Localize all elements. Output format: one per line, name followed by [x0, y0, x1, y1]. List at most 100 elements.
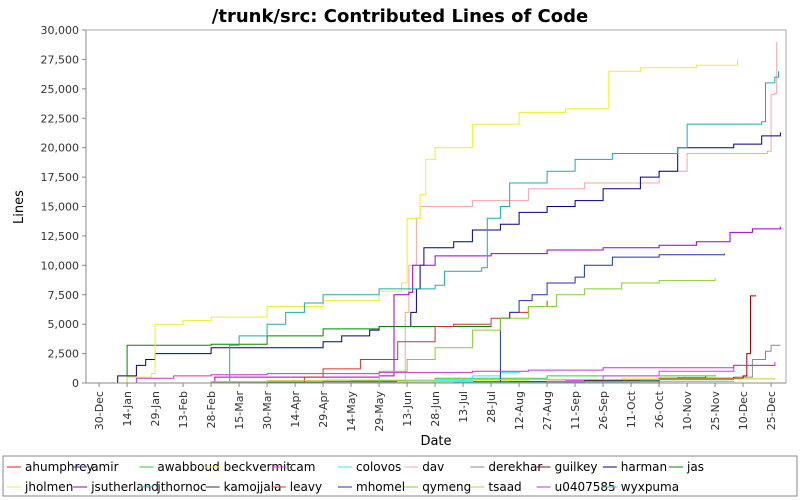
x-tick-label: 25-Nov	[709, 391, 722, 431]
legend-item-leavy: leavy	[271, 480, 322, 494]
x-tick-label: 11-Oct	[625, 390, 638, 428]
x-axis-title: Date	[420, 434, 451, 449]
legend-item-harman: harman	[602, 460, 667, 474]
y-tick-label: 17,500	[41, 171, 80, 184]
series-line-harman	[99, 132, 781, 384]
legend-item-ahumphrey: ahumphrey	[7, 460, 94, 474]
x-tick-label: 29-May	[373, 391, 386, 432]
y-axis: 0 2,500 5,000 7,500 10,000 12,500 15,000 17,500…	[41, 24, 87, 390]
x-tick-label: 14-Apr	[289, 391, 302, 428]
legend-item-cam: cam	[271, 460, 316, 474]
legend-label: jas	[686, 460, 704, 474]
legend-item-beckvermit: beckvermit	[205, 460, 292, 474]
legend-label: guilkey	[555, 460, 598, 474]
legend-label: leavy	[290, 480, 322, 494]
legend-label: ahumphrey	[25, 460, 94, 474]
legend-item-awabboud: awabboud	[139, 460, 220, 474]
legend-label: dav	[422, 460, 444, 474]
x-tick-label: 12-Aug	[513, 391, 526, 430]
legend-label: beckvermit	[224, 460, 292, 474]
legend-label: jholmen	[24, 480, 73, 494]
legend-item-u0407585: u0407585	[536, 480, 616, 494]
x-tick-label: 28-Feb	[205, 391, 218, 428]
x-tick-label: 25-Dec	[765, 391, 778, 430]
series-line-colovos	[379, 371, 520, 384]
y-tick-label: 15,000	[41, 201, 80, 214]
legend-label: jthornoc	[156, 480, 206, 494]
series-line-mhomel	[407, 253, 725, 384]
y-tick-label: 30,000	[41, 24, 80, 37]
series-line-jholmen	[117, 59, 738, 384]
y-tick-label: 7,500	[48, 289, 80, 302]
series-line-jsutherland	[211, 226, 781, 384]
x-tick-label: 13-Feb	[177, 391, 190, 428]
y-tick-label: 12,500	[41, 230, 80, 243]
x-tick-label: 13-Jun	[401, 391, 414, 427]
x-tick-label: 28-Jul	[485, 391, 498, 423]
series-line-qymeng	[351, 278, 716, 384]
legend-item-colovos: colovos	[338, 460, 401, 474]
x-tick-label: 15-Mar	[233, 391, 246, 430]
legend-item-qymeng: qymeng	[404, 480, 471, 494]
legend-label: cam	[290, 460, 316, 474]
x-tick-label: 29-Jan	[149, 391, 162, 427]
x-tick-label: 26-Oct	[653, 390, 666, 428]
series-line-leavy	[267, 300, 548, 384]
x-tick-label: 30-Mar	[261, 391, 274, 430]
y-tick-label: 27,500	[41, 53, 80, 66]
legend-item-jas: jas	[669, 460, 704, 474]
x-tick-label: 11-Sep	[569, 391, 582, 430]
legend-item-tsaad: tsaad	[470, 480, 522, 494]
legend-item-wyxpuma: wyxpuma	[602, 480, 679, 494]
y-tick-label: 22,500	[41, 112, 80, 125]
chart-title: /trunk/src: Contributed Lines of Code	[212, 6, 588, 27]
series-line-dav	[379, 41, 778, 384]
legend-item-mhomel: mhomel	[338, 480, 405, 494]
y-tick-label: 2,500	[48, 348, 80, 361]
series-line-beckvermit	[379, 375, 716, 384]
legend-box	[2, 455, 798, 497]
x-tick-label: 30-Dec	[93, 391, 106, 430]
y-tick-label: 0	[72, 377, 79, 390]
plot-area	[85, 29, 787, 384]
legend-label: harman	[621, 460, 667, 474]
legend-item-kamojjala: kamojjala	[205, 480, 282, 494]
y-tick-label: 25,000	[41, 83, 80, 96]
y-tick-label: 5,000	[48, 318, 80, 331]
legend-item-amir: amir	[73, 460, 119, 474]
legend-item-guilkey: guilkey	[536, 460, 598, 474]
x-tick-label: 14-May	[345, 391, 358, 432]
legend-item-jsutherland: jsutherland	[73, 480, 159, 494]
legend-label: jsutherland	[90, 480, 159, 494]
legend-label: kamojjala	[224, 480, 282, 494]
x-tick-label: 10-Dec	[737, 391, 750, 430]
legend-label: mhomel	[356, 480, 405, 494]
legend-item-derekhar: derekhar	[470, 460, 542, 474]
x-tick-label: 13-Jul	[457, 391, 470, 423]
x-tick-label: 28-Jun	[429, 391, 442, 427]
x-tick-label: 14-Jan	[121, 391, 134, 427]
legend-label: colovos	[356, 460, 401, 474]
legend-label: wyxpuma	[621, 480, 679, 494]
legend-label: qymeng	[422, 480, 471, 494]
y-tick-label: 10,000	[41, 259, 80, 272]
legend-label: u0407585	[555, 480, 616, 494]
x-tick-label: 10-Nov	[681, 391, 694, 431]
y-axis-title: Lines	[12, 190, 27, 224]
legend-label: awabboud	[157, 460, 219, 474]
legend-label: derekhar	[488, 460, 542, 474]
series-line-jthornoc	[211, 71, 779, 384]
x-tick-label: 26-Sep	[597, 391, 610, 430]
x-tick-label: 27-Aug	[541, 391, 554, 430]
x-tick-label: 29-Apr	[317, 391, 330, 428]
series-line-u0407585	[108, 364, 776, 384]
legend-item-jthornoc: jthornoc	[139, 480, 207, 494]
series-line-tsaad	[155, 378, 776, 384]
legend-label: tsaad	[488, 480, 521, 494]
y-tick-label: 20,000	[41, 142, 80, 155]
legend-item-jholmen: jholmen	[7, 480, 73, 494]
legend-label: amir	[91, 460, 118, 474]
legend-item-dav: dav	[404, 460, 444, 474]
